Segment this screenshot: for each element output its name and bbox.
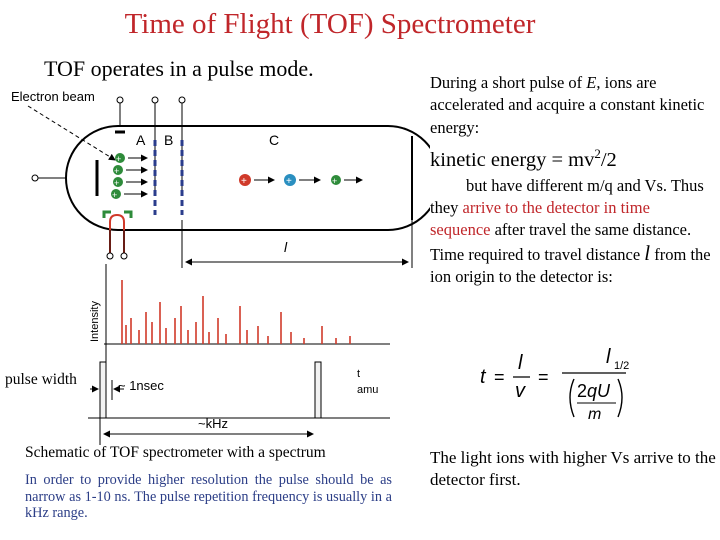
paragraph-arrival: but have different m/q and Vs. Thus they… (430, 175, 711, 286)
terminal-top-1 (116, 96, 124, 104)
spectrum-peaks (121, 280, 351, 344)
pulse-2 (314, 361, 322, 419)
svg-text:+: + (286, 176, 292, 187)
tof-diagram: Electron beam A B C + + + + (11, 89, 430, 445)
label-l: l (284, 239, 288, 255)
svg-text:=: = (538, 367, 549, 387)
page-title: Time of Flight (TOF) Spectrometer (124, 8, 536, 40)
svg-text:+: + (114, 178, 119, 188)
subtitle: TOF operates in a pulse mode. (44, 56, 314, 81)
flying-ions: + + + (239, 174, 363, 187)
svg-text:2: 2 (577, 381, 587, 401)
label-B: B (164, 132, 173, 148)
terminal-top-2 (151, 96, 159, 104)
figure-caption: Schematic of TOF spectrometer with a spe… (25, 444, 326, 461)
svg-text:1/2: 1/2 (614, 360, 629, 372)
time-formula: t = l v = l 2 qU m 1/2 (480, 346, 629, 423)
pulse-1 (99, 361, 107, 419)
svg-text:qU: qU (587, 381, 611, 401)
filament (102, 210, 133, 255)
nsec-label: ~ 1nsec (118, 378, 164, 393)
svg-text:l: l (606, 346, 611, 368)
khz-label: ~kHz (198, 416, 228, 431)
electron-beam-arrow (27, 105, 116, 161)
svg-text:+: + (116, 154, 121, 164)
flight-tube (65, 125, 430, 231)
light-ions-text: The light ions with higher Vs arrive to … (430, 448, 716, 489)
svg-text:v: v (515, 380, 526, 402)
svg-text:=: = (494, 367, 505, 387)
paragraph-pulse: During a short pulse of E, ions are acce… (430, 73, 705, 137)
intensity-label: Intensity (89, 301, 101, 342)
note-text: In order to provide higher resolution th… (25, 472, 392, 521)
amu-label: amu (357, 384, 378, 396)
label-C: C (269, 132, 279, 148)
svg-text:+: + (241, 176, 247, 187)
svg-text:t: t (480, 366, 487, 388)
svg-text:m: m (588, 406, 601, 423)
pulse-width-label: pulse width (5, 371, 77, 388)
svg-text:l: l (518, 352, 523, 374)
t-label: t (357, 368, 360, 380)
explanation-text: During a short pulse of E, ions are acce… (430, 72, 714, 288)
terminal-bottom-1 (106, 252, 114, 260)
terminal-left (31, 174, 39, 182)
electron-beam-label: Electron beam (11, 89, 95, 104)
terminal-bottom-2 (120, 252, 128, 260)
kinetic-energy-equation: kinetic energy = mv2/2 (430, 145, 617, 171)
svg-text:+: + (112, 190, 117, 200)
svg-text:+: + (114, 166, 119, 176)
acceleration-arrows (124, 154, 148, 198)
svg-text:+: + (332, 176, 337, 186)
label-A: A (136, 132, 146, 148)
positive-ions: + + + + (111, 153, 125, 200)
terminal-top-3 (178, 96, 186, 104)
